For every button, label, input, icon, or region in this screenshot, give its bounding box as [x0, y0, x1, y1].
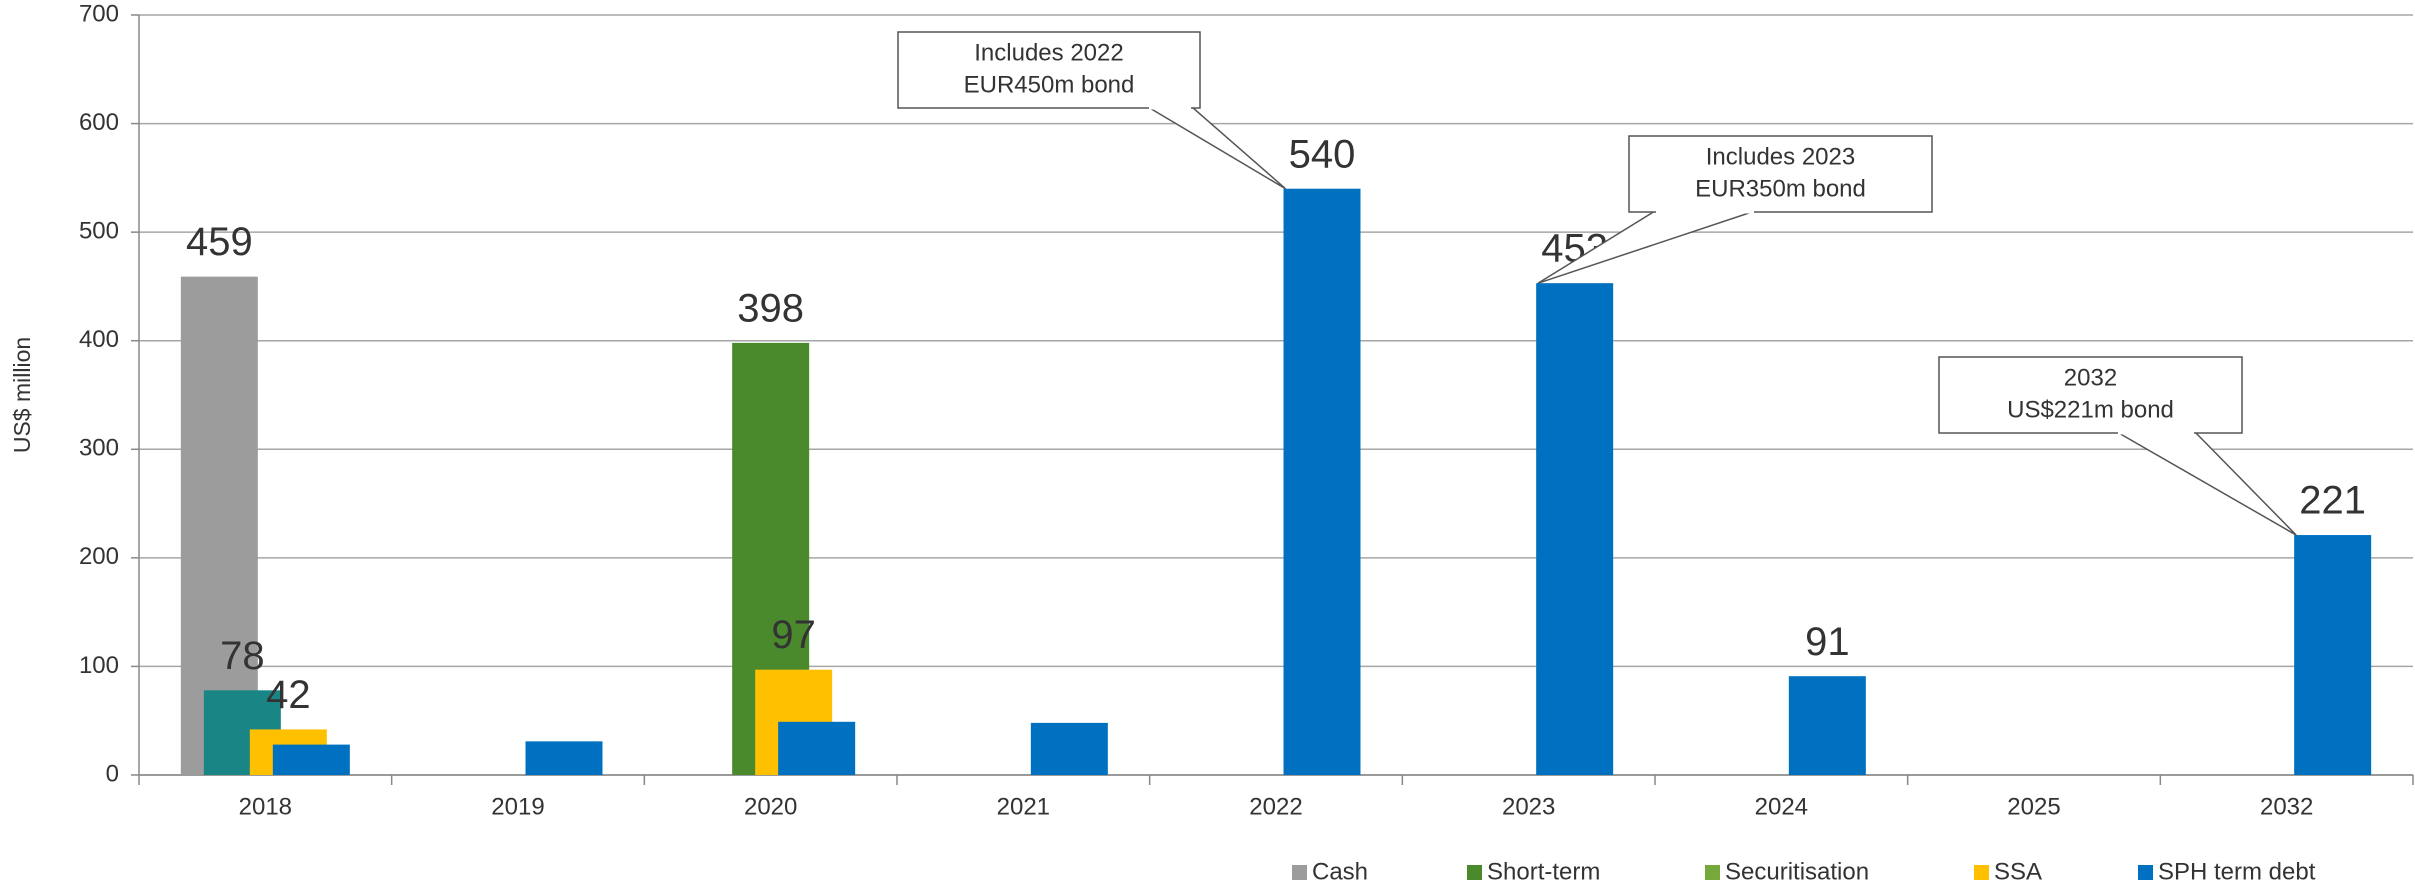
callout-text: EUR450m bond — [964, 71, 1135, 98]
callout-text: Includes 2022 — [974, 39, 1123, 66]
x-tick-label: 2019 — [491, 793, 544, 820]
callout-text: Includes 2023 — [1706, 143, 1855, 170]
bar — [272, 744, 350, 775]
callout-pointer — [1145, 106, 1286, 190]
callout-box — [1628, 135, 1933, 213]
legend-label: Securitisation — [1725, 858, 1869, 885]
callout-text: 2032 — [2064, 364, 2117, 391]
callout-text: EUR350m bond — [1695, 175, 1866, 202]
bar — [525, 741, 603, 775]
x-tick-label: 2023 — [1502, 793, 1555, 820]
data-label: 540 — [1289, 132, 1356, 176]
x-tick-label: 2025 — [2007, 793, 2060, 820]
data-label: 221 — [2299, 479, 2366, 523]
bar — [1030, 722, 1108, 775]
bar — [1283, 188, 1361, 775]
x-tick-label: 2020 — [744, 793, 797, 820]
callout-box — [897, 31, 1201, 109]
y-tick-label: 100 — [79, 652, 119, 679]
legend-label: Cash — [1312, 858, 1368, 885]
legend-swatch — [1974, 865, 1989, 880]
x-tick-label: 2021 — [997, 793, 1050, 820]
y-tick-label: 300 — [79, 435, 119, 462]
data-label: 97 — [771, 613, 816, 657]
callout-box — [1938, 356, 2243, 434]
legend-label: SSA — [1994, 858, 2042, 885]
y-tick-label: 400 — [79, 326, 119, 353]
x-tick-label: 2022 — [1249, 793, 1302, 820]
legend-swatch — [1292, 865, 1307, 880]
y-tick-label: 0 — [106, 760, 119, 787]
y-tick-label: 500 — [79, 217, 119, 244]
x-tick-label: 2018 — [239, 793, 292, 820]
x-tick-label: 2032 — [2260, 793, 2313, 820]
bar — [778, 721, 856, 775]
bar — [1788, 676, 1866, 775]
data-label: 91 — [1805, 620, 1850, 664]
legend-label: Short-term — [1487, 858, 1600, 885]
bar — [2294, 535, 2372, 775]
callout-text: US$221m bond — [2007, 396, 2174, 423]
data-label: 42 — [266, 673, 311, 717]
y-tick-label: 600 — [79, 109, 119, 136]
bar — [1536, 283, 1614, 775]
data-label: 78 — [220, 634, 265, 678]
callout-pointer — [2114, 431, 2297, 536]
legend-swatch — [1705, 865, 1720, 880]
y-tick-label: 200 — [79, 543, 119, 570]
legend-swatch — [1467, 865, 1482, 880]
legend-label: SPH term debt — [2158, 858, 2316, 885]
legend-swatch — [2138, 865, 2153, 880]
y-axis-label: US$ million — [9, 337, 35, 453]
y-tick-label: 700 — [79, 0, 119, 27]
data-label: 459 — [186, 220, 253, 264]
data-label: 398 — [737, 286, 804, 330]
x-tick-label: 2024 — [1755, 793, 1808, 820]
